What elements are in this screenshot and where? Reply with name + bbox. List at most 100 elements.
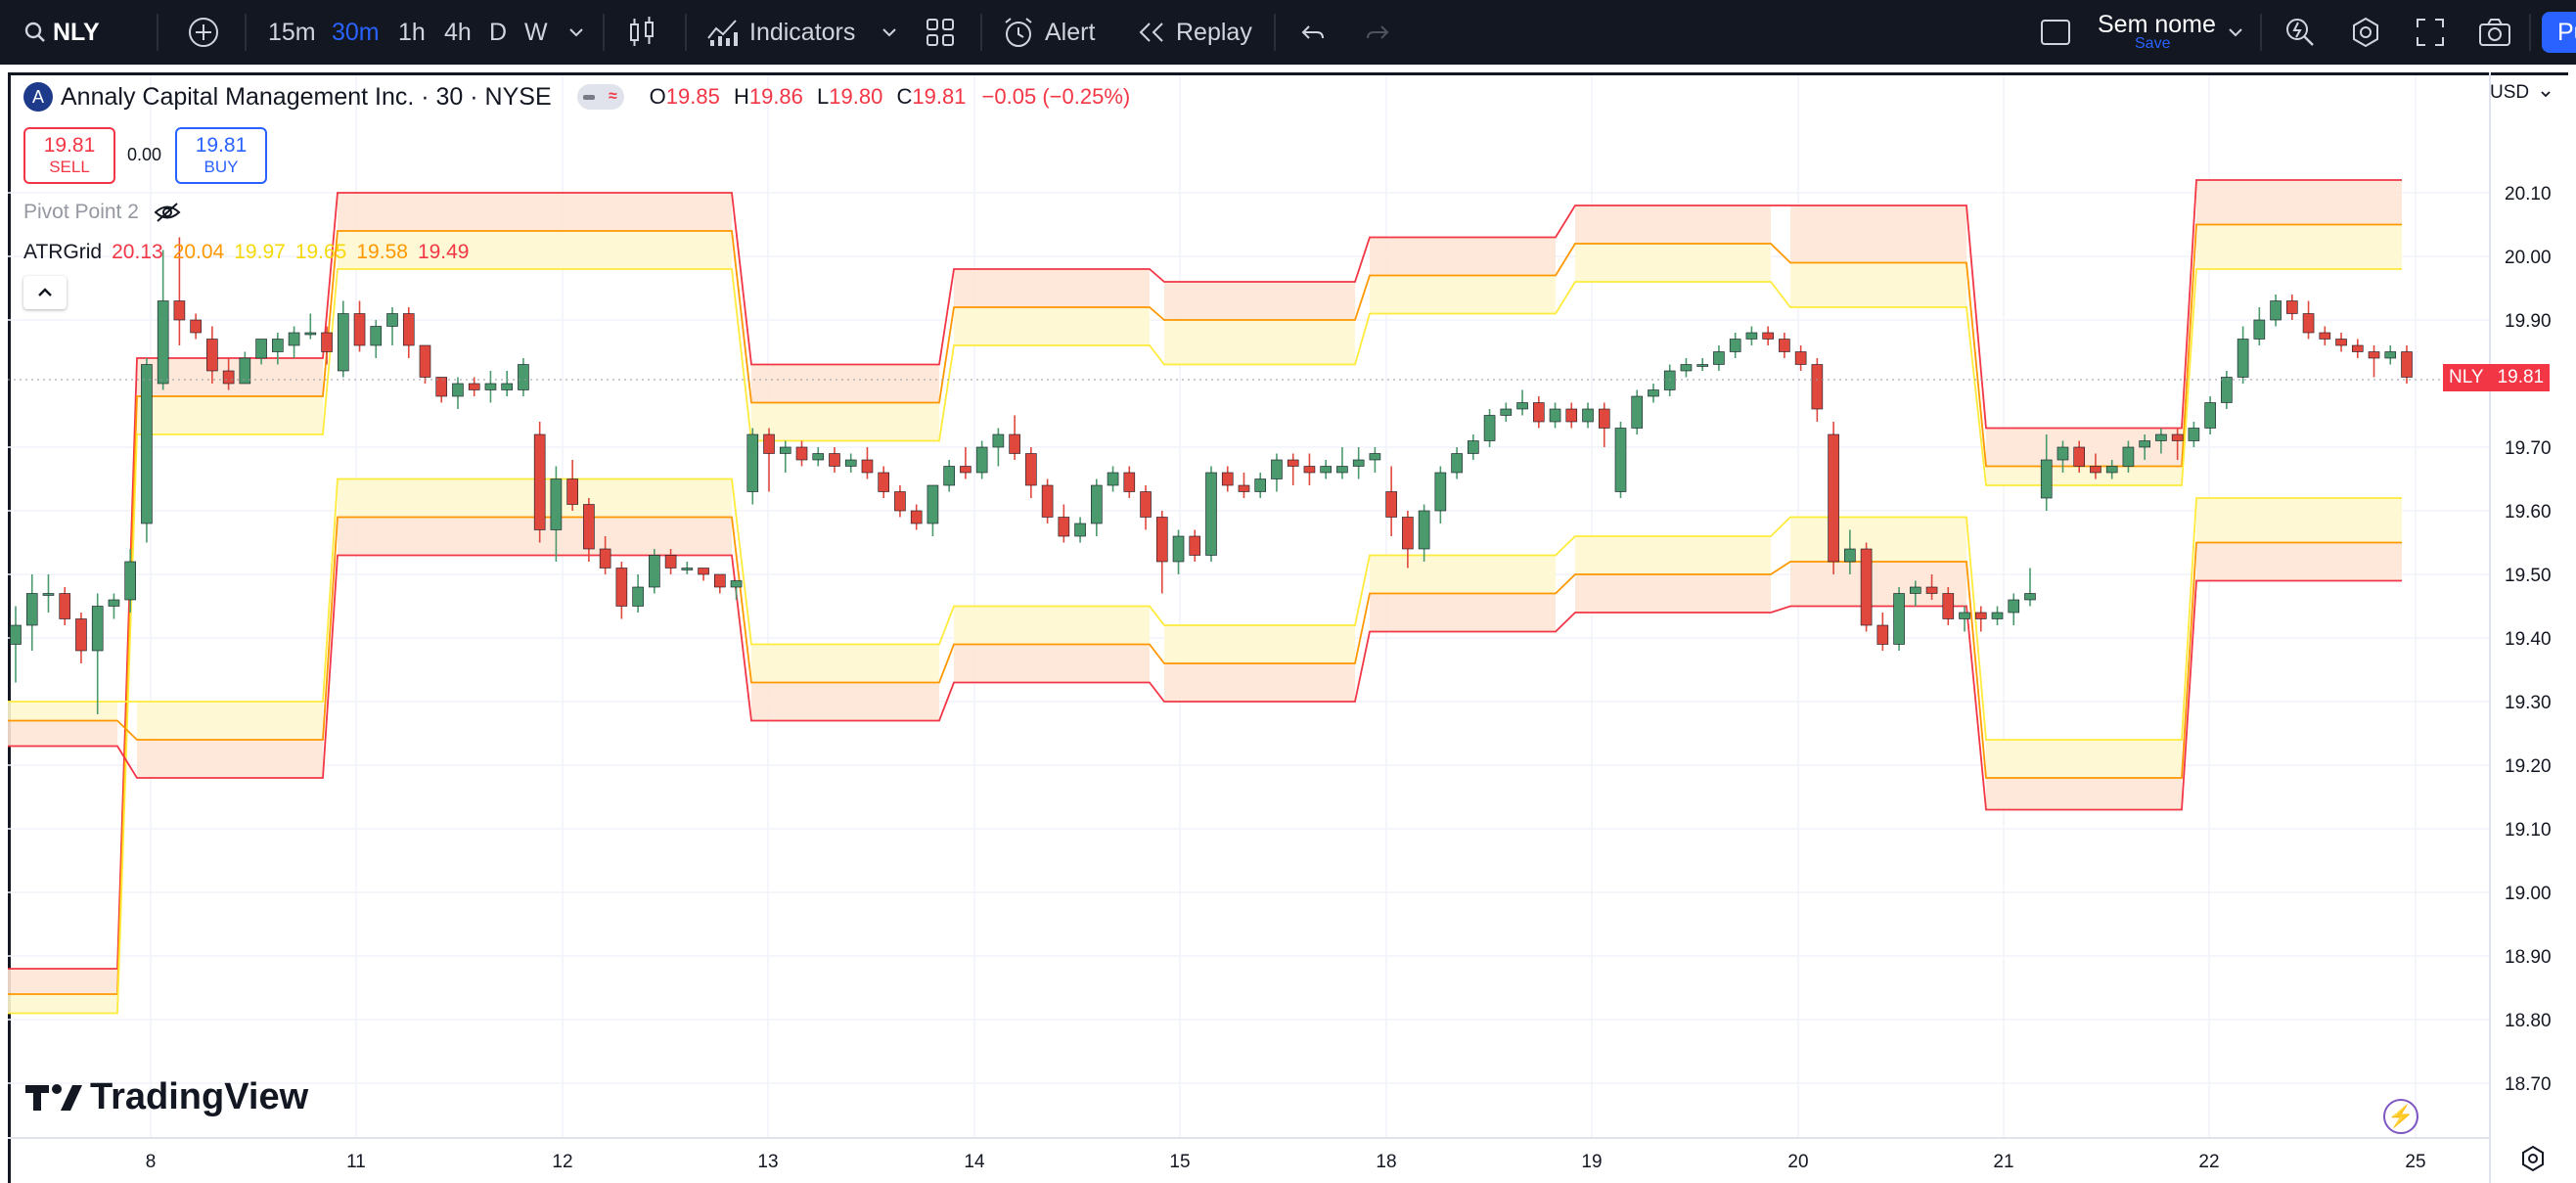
candle-body — [2090, 466, 2101, 474]
candle-body — [1582, 408, 1594, 423]
atr-band-line — [8, 478, 2402, 741]
pivot-indicator-legend[interactable]: Pivot Point 2 — [23, 201, 182, 224]
candle-body — [190, 319, 202, 334]
toolbar-divider — [157, 14, 158, 51]
interval-1h[interactable]: 1h — [398, 18, 426, 46]
candle-body — [75, 618, 87, 652]
candle-body — [1238, 484, 1250, 492]
gear-icon — [2353, 17, 2378, 48]
candle-body — [2008, 599, 2020, 614]
currency-selector[interactable]: USD — [2490, 82, 2552, 104]
candle-body — [1729, 339, 1741, 352]
candle-body — [1516, 402, 1528, 410]
atr-band-fill — [8, 720, 117, 747]
candle-body — [353, 313, 366, 346]
last-price-value: 19.81 — [2497, 367, 2545, 387]
toolbar-divider — [685, 14, 687, 51]
time-axis-label: 12 — [552, 1152, 572, 1172]
candle-body — [1009, 433, 1020, 454]
chevron-down-icon — [882, 28, 896, 37]
symbol-title[interactable]: Annaly Capital Management Inc. · 30 · NY… — [61, 82, 552, 111]
candle-body — [615, 568, 628, 607]
snapshot-button[interactable] — [2477, 0, 2512, 65]
chart-type-button[interactable] — [626, 0, 657, 65]
buy-button[interactable]: 19.81 BUY — [175, 127, 267, 184]
redo-button[interactable] — [1364, 0, 1391, 65]
atr-band-fill — [1370, 555, 1556, 594]
interval-30m[interactable]: 30m — [332, 18, 380, 46]
interval-4h[interactable]: 4h — [444, 18, 472, 46]
templates-button[interactable] — [925, 0, 956, 65]
candle-body — [1860, 548, 1873, 626]
price-axis-label: 19.30 — [2505, 693, 2552, 713]
candle-body — [1074, 523, 1086, 537]
candle-body — [518, 364, 529, 390]
rewind-icon — [1139, 23, 1163, 42]
atr-band-fill — [8, 702, 117, 721]
interval-dropdown[interactable] — [567, 0, 585, 65]
candle-body — [304, 332, 317, 336]
legend-toggle[interactable]: ≈ — [576, 84, 624, 110]
undo-button[interactable] — [1299, 0, 1327, 65]
sell-button[interactable]: 19.81 SELL — [23, 127, 115, 184]
candle-body — [632, 586, 644, 607]
price-axis-label: 19.50 — [2505, 566, 2552, 586]
fullscreen-button[interactable] — [2415, 0, 2446, 65]
atr-indicator-legend[interactable]: ATRGrid 20.13 20.04 19.97 19.65 19.58 19… — [23, 241, 479, 264]
candle-body — [1107, 472, 1119, 486]
candle-body — [2253, 319, 2266, 340]
replay-button[interactable]: Replay — [1137, 0, 1252, 65]
candle-body — [926, 484, 939, 524]
publish-button[interactable]: Pu — [2542, 12, 2576, 53]
atr-band-fill — [8, 994, 117, 1014]
atr-band-fill — [137, 702, 323, 740]
alert-button[interactable]: Alert — [1002, 0, 1095, 65]
save-hint[interactable]: Save — [2135, 35, 2171, 52]
interval-d[interactable]: D — [489, 18, 508, 46]
candle-body — [599, 548, 611, 569]
atr-band-line — [8, 554, 2402, 811]
atr-band-fill — [1164, 663, 1355, 702]
high-value: 19.86 — [748, 84, 803, 109]
indicators-icon — [707, 20, 738, 46]
price-axis[interactable]: 20.10 20.00 19.90 19.70 19.60 19.50 19.40 19.30… — [2505, 184, 2552, 1095]
atr-band-fill — [1575, 536, 1771, 574]
settings-corner-icon[interactable] — [2522, 1145, 2544, 1172]
layout-dropdown[interactable] — [2227, 0, 2244, 65]
indicators-button[interactable]: Indicators — [706, 0, 855, 65]
indicators-dropdown[interactable] — [881, 0, 898, 65]
price-chart[interactable]: 20.10 20.00 19.90 19.70 19.60 19.50 19.40 19.30… — [8, 72, 2568, 1183]
eye-hidden-icon[interactable] — [153, 202, 182, 223]
candle-body — [1468, 440, 1479, 454]
candle-body — [370, 326, 383, 346]
close-label: C — [896, 84, 913, 109]
candle-body — [795, 446, 808, 461]
candle-body — [484, 383, 497, 390]
symbol-search-button[interactable]: NLY — [23, 0, 100, 65]
candle-body — [1631, 395, 1644, 429]
candle-body — [206, 339, 218, 372]
atr-band-fill — [1370, 593, 1556, 632]
candle-body — [1974, 612, 1987, 619]
time-axis[interactable]: 8 11 12 13 14 15 18 19 20 21 22 25 — [146, 1152, 2426, 1172]
interval-w[interactable]: W — [524, 18, 548, 46]
tradingview-logo[interactable]: TradingView — [25, 1076, 308, 1118]
layout-name[interactable]: Sem nome — [2098, 10, 2216, 38]
candle-body — [2401, 351, 2413, 378]
candle-body — [1091, 484, 1103, 524]
price-axis-label: 18.90 — [2505, 947, 2552, 968]
quick-search-button[interactable] — [2283, 0, 2317, 65]
candle-body — [943, 466, 955, 486]
atr-value-s2: 19.49 — [417, 241, 470, 263]
interval-15m[interactable]: 15m — [268, 18, 316, 46]
candle-body — [468, 383, 480, 390]
lightning-icon[interactable]: ⚡ — [2383, 1099, 2418, 1134]
settings-button[interactable] — [2349, 0, 2382, 65]
candle-body — [1663, 370, 1676, 390]
collapse-legend-button[interactable] — [23, 276, 67, 309]
atr-band-fill — [1370, 237, 1556, 276]
layout-checkbox[interactable] — [2039, 0, 2072, 65]
candle-body — [861, 459, 874, 474]
compare-add-button[interactable] — [187, 0, 220, 65]
candle-body — [2204, 402, 2216, 429]
